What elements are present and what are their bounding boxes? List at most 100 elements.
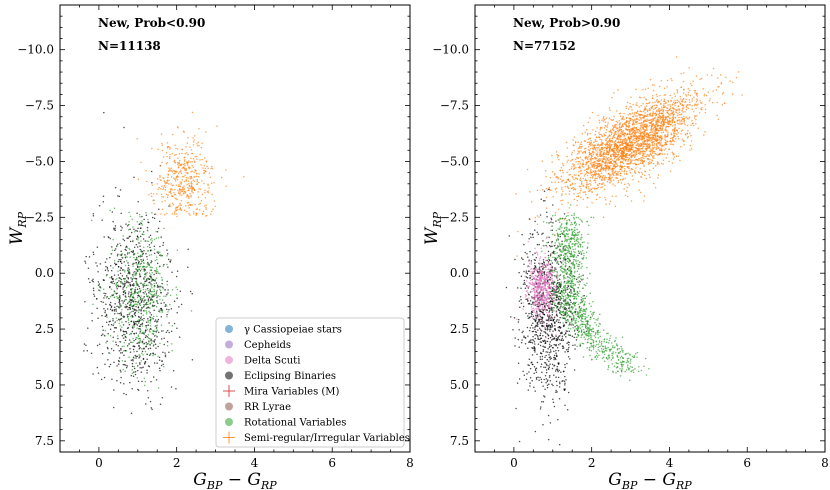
point: [178, 153, 181, 155]
point: [735, 76, 738, 79]
point: [147, 321, 149, 323]
point: [125, 296, 127, 298]
point: [670, 112, 672, 115]
point: [113, 282, 115, 285]
point: [106, 268, 109, 270]
point: [157, 178, 159, 180]
point: [526, 168, 529, 171]
point: [136, 296, 139, 299]
point: [125, 280, 128, 282]
point: [137, 334, 140, 336]
point: [599, 170, 602, 172]
point: [163, 343, 165, 346]
point: [125, 349, 128, 352]
point: [120, 229, 122, 232]
point: [121, 360, 124, 362]
point: [623, 188, 625, 190]
point: [682, 111, 684, 113]
point: [141, 367, 143, 369]
point: [119, 297, 121, 299]
point: [107, 324, 110, 326]
point: [125, 320, 127, 323]
point: [688, 67, 690, 69]
point: [665, 157, 668, 159]
point: [146, 265, 148, 268]
point: [137, 388, 139, 391]
point: [163, 295, 165, 298]
point: [549, 341, 551, 343]
point: [628, 117, 631, 119]
point: [552, 401, 555, 404]
point: [153, 293, 156, 295]
point: [551, 154, 553, 157]
point: [159, 178, 161, 181]
point: [635, 127, 638, 129]
point: [625, 121, 628, 123]
point: [590, 142, 592, 144]
point: [156, 336, 158, 338]
point: [648, 173, 650, 176]
point: [128, 323, 131, 326]
point: [188, 166, 190, 168]
point: [649, 169, 651, 171]
legend-marker: [225, 371, 233, 380]
point: [116, 297, 119, 299]
point: [645, 177, 648, 180]
point: [660, 152, 662, 154]
point: [667, 126, 669, 128]
point: [92, 280, 94, 283]
point: [549, 176, 552, 179]
point: [535, 367, 538, 370]
point: [629, 119, 632, 122]
point: [620, 129, 623, 131]
point: [139, 363, 141, 365]
point: [595, 170, 597, 173]
point: [152, 376, 155, 378]
point: [159, 272, 161, 275]
point: [564, 404, 566, 406]
point: [630, 106, 633, 108]
point: [149, 353, 152, 356]
point: [692, 122, 694, 124]
point: [179, 192, 181, 195]
point: [162, 286, 164, 289]
scatter-points: [83, 111, 245, 415]
point: [112, 267, 114, 269]
point: [574, 348, 576, 350]
point: [132, 324, 134, 327]
point: [162, 177, 164, 179]
point: [639, 110, 642, 113]
point: [605, 156, 607, 158]
point: [589, 190, 591, 192]
point: [646, 142, 649, 144]
point: [670, 110, 673, 112]
point: [541, 233, 543, 235]
point: [133, 357, 135, 359]
point: [612, 129, 615, 132]
point: [641, 117, 643, 119]
point: [192, 137, 194, 139]
point: [97, 281, 100, 283]
point: [624, 141, 626, 144]
point: [652, 119, 655, 122]
point: [536, 243, 539, 246]
point: [139, 227, 142, 229]
point: [192, 141, 195, 143]
point: [600, 133, 602, 136]
point: [640, 125, 643, 128]
point: [127, 272, 129, 275]
point: [552, 283, 555, 285]
point: [546, 364, 548, 367]
point: [126, 256, 128, 258]
point: [120, 329, 122, 332]
point: [594, 172, 596, 174]
point: [632, 129, 634, 131]
point: [149, 312, 151, 314]
point: [522, 305, 525, 308]
point: [161, 161, 163, 164]
point: [621, 147, 623, 150]
point: [213, 200, 216, 202]
point: [159, 295, 161, 298]
point: [143, 218, 145, 221]
point: [563, 333, 566, 336]
